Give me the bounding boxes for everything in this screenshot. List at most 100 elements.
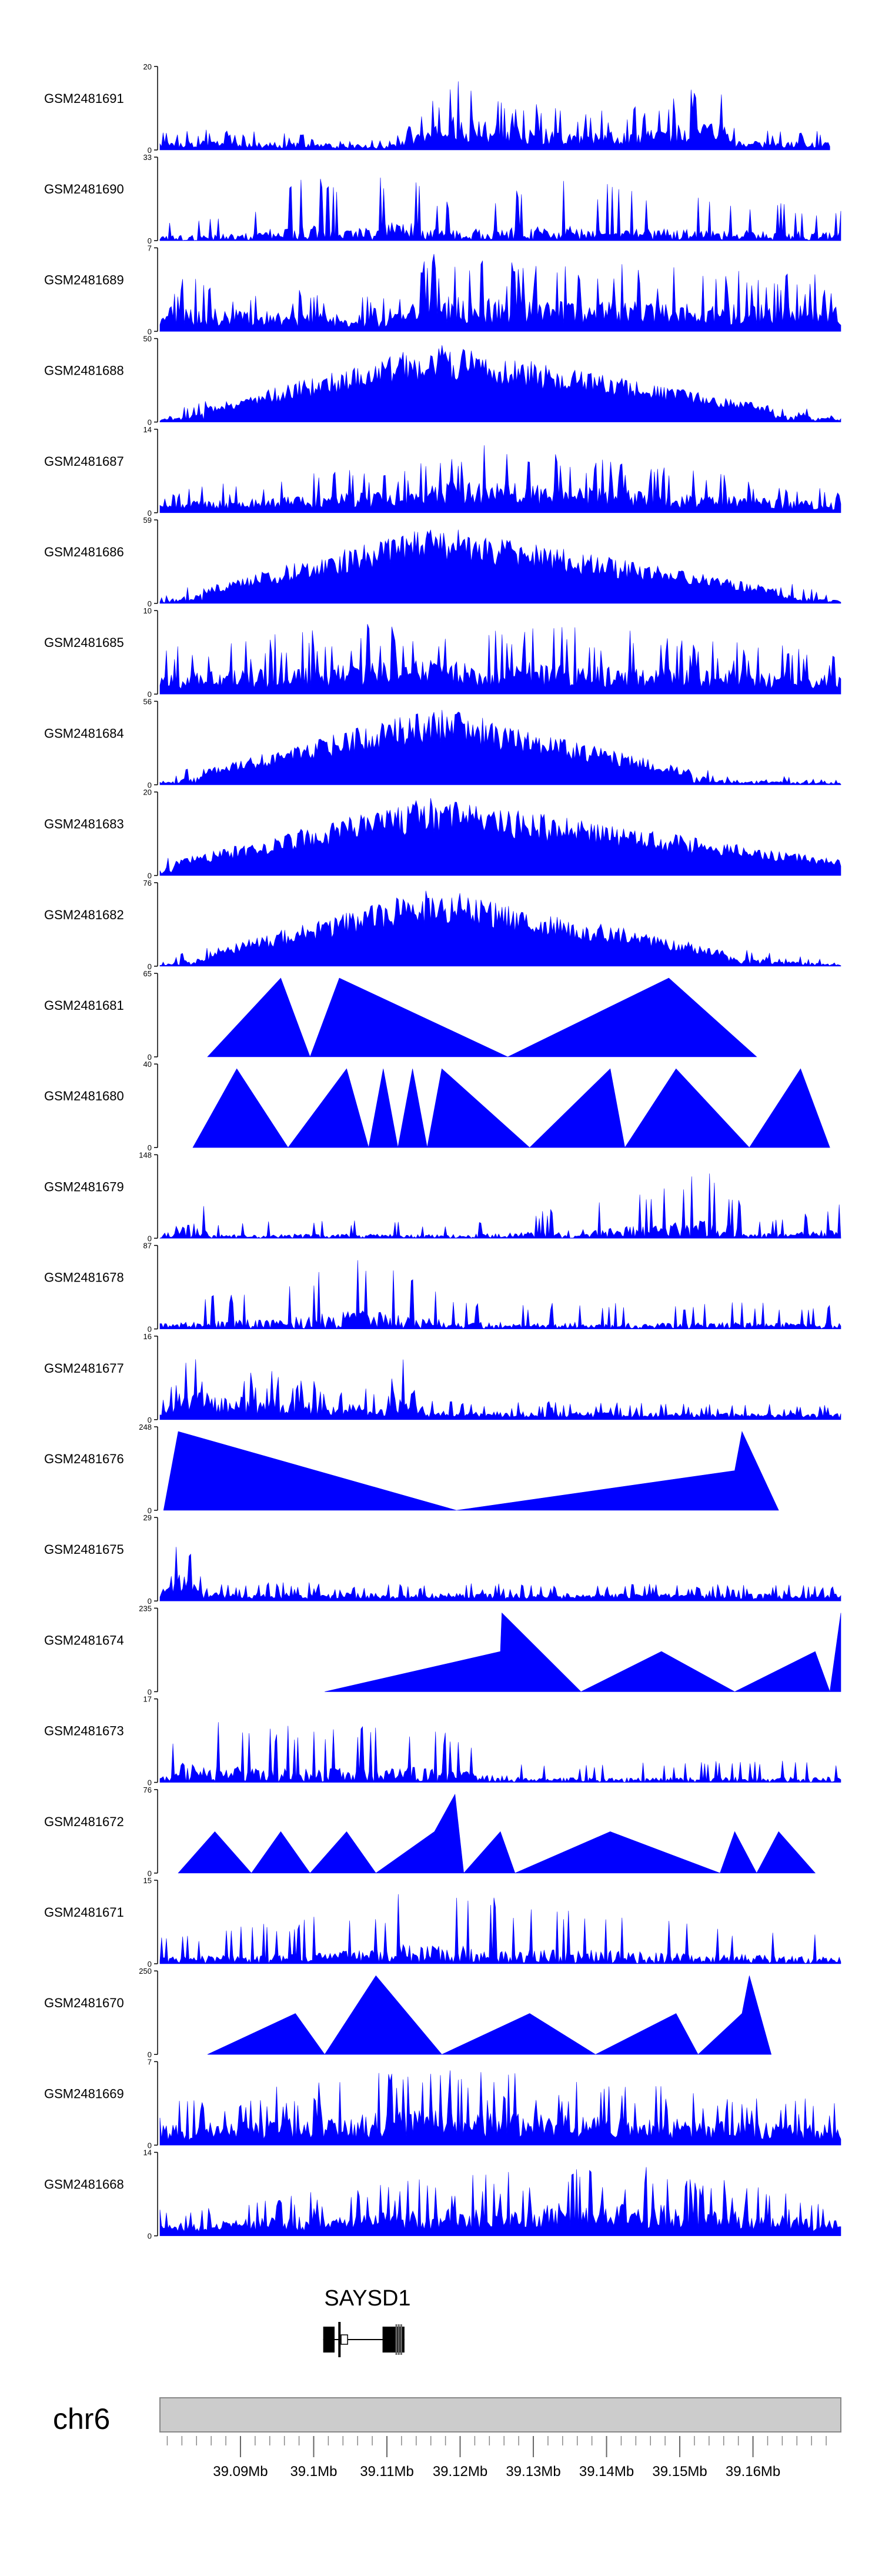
coverage-area-GSM2481687: [159, 445, 841, 513]
track-GSM2481687: GSM2481687 14 0: [44, 425, 841, 518]
y-tick-label-min: 0: [148, 1143, 152, 1152]
coverage-area-GSM2481689: [159, 253, 841, 332]
y-tick-label-min: 0: [148, 1325, 152, 1334]
y-tick-label-max: 59: [143, 516, 152, 525]
y-tick-label-min: 0: [148, 2050, 152, 2059]
coverage-area-GSM2481668: [159, 2167, 841, 2236]
track-GSM2481672: GSM2481672 76 0: [44, 1786, 816, 1878]
track-label: GSM2481686: [44, 545, 124, 559]
y-tick-label-min: 0: [148, 1778, 152, 1787]
y-tick-label-min: 0: [148, 236, 152, 245]
x-tick-label: 39.13Mb: [506, 2464, 560, 2480]
y-tick-label-min: 0: [148, 2141, 152, 2150]
y-tick-label-max: 20: [143, 788, 152, 797]
x-tick-label: 39.16Mb: [726, 2464, 780, 2480]
x-tick-label: 39.15Mb: [652, 2464, 707, 2480]
y-tick-label-min: 0: [148, 509, 152, 518]
track-GSM2481676: GSM2481676 248 0: [44, 1423, 779, 1515]
y-tick-label-min: 0: [148, 1960, 152, 1968]
track-label: GSM2481681: [44, 998, 124, 1013]
chromosome-label: chr6: [53, 2403, 110, 2435]
track-label: GSM2481669: [44, 2086, 124, 2101]
track-label: GSM2481670: [44, 1996, 124, 2010]
y-tick-label-min: 0: [148, 1053, 152, 1062]
y-tick-label-max: 76: [143, 879, 152, 887]
y-tick-label-min: 0: [148, 872, 152, 880]
y-tick-label-max: 50: [143, 335, 152, 343]
track-GSM2481669: GSM2481669 7 0: [44, 2057, 841, 2150]
gene-exon-1: [323, 2327, 335, 2353]
coverage-area-GSM2481674: [325, 1612, 841, 1692]
y-tick-label-max: 76: [143, 1786, 152, 1794]
y-tick-label-min: 0: [148, 599, 152, 608]
track-label: GSM2481687: [44, 454, 124, 469]
y-tick-label-min: 0: [148, 1416, 152, 1424]
track-GSM2481673: GSM2481673 17 0: [44, 1695, 841, 1787]
chromosome-axis: chr6 39.09Mb 39.1Mb 39.11Mb 39.12Mb 39.13Mb 3…: [53, 2397, 841, 2480]
y-tick-label-min: 0: [148, 1687, 152, 1696]
coverage-area-GSM2481679: [159, 1173, 841, 1239]
track-label: GSM2481672: [44, 1814, 124, 1829]
coverage-area-GSM2481681: [207, 977, 757, 1057]
x-tick-label: 39.12Mb: [433, 2464, 487, 2480]
track-GSM2481690: GSM2481690 33 0: [44, 153, 841, 245]
track-GSM2481686: GSM2481686 59 0: [44, 516, 841, 608]
track-GSM2481680: GSM2481680 40 0: [44, 1060, 830, 1152]
coverage-tracks: GSM2481691200GSM2481690330GSM248168970GS…: [44, 62, 841, 2241]
coverage-area-GSM2481678: [159, 1260, 841, 1330]
y-tick-label-max: 7: [148, 2057, 152, 2066]
y-tick-label-max: 16: [143, 1332, 152, 1341]
track-GSM2481671: GSM2481671 15 0: [44, 1876, 841, 1968]
x-tick-label: 39.1Mb: [290, 2464, 337, 2480]
y-tick-label-min: 0: [148, 146, 152, 155]
y-tick-label-min: 0: [148, 1506, 152, 1515]
y-tick-label-max: 10: [143, 606, 152, 615]
chromosome-bar: [159, 2397, 841, 2432]
y-tick-label-max: 33: [143, 153, 152, 162]
y-tick-label-min: 0: [148, 1597, 152, 1606]
y-tick-label-max: 17: [143, 1695, 152, 1704]
y-tick-label-max: 14: [143, 2148, 152, 2157]
track-label: GSM2481688: [44, 363, 124, 378]
track-label: GSM2481674: [44, 1633, 124, 1647]
y-tick-label-max: 15: [143, 1876, 152, 1885]
y-tick-label-min: 0: [148, 1234, 152, 1243]
track-label: GSM2481677: [44, 1361, 124, 1376]
x-tick-label: 39.11Mb: [360, 2464, 414, 2480]
y-tick-label-max: 56: [143, 697, 152, 706]
y-tick-label-min: 0: [148, 780, 152, 789]
y-tick-label-min: 0: [148, 327, 152, 336]
track-label: GSM2481676: [44, 1451, 124, 1466]
y-tick-label-max: 87: [143, 1242, 152, 1250]
coverage-area-GSM2481682: [159, 890, 841, 967]
gene-label: SAYSD1: [324, 2286, 410, 2311]
y-tick-label-max: 248: [139, 1423, 152, 1432]
track-label: GSM2481684: [44, 726, 124, 740]
y-tick-label-min: 0: [148, 418, 152, 427]
y-tick-label-max: 148: [139, 1150, 152, 1159]
coverage-area-GSM2481671: [159, 1894, 841, 1964]
gene-utr: [340, 2334, 348, 2345]
track-GSM2481683: GSM2481683 20 0: [44, 788, 841, 880]
coverage-area-GSM2481673: [159, 1722, 841, 1783]
track-label: GSM2481682: [44, 907, 124, 922]
coverage-area-GSM2481688: [159, 345, 841, 422]
coverage-area-GSM2481685: [159, 623, 841, 695]
y-tick-label-min: 0: [148, 2232, 152, 2241]
track-label: GSM2481671: [44, 1905, 124, 1920]
y-tick-label-max: 250: [139, 1967, 152, 1976]
y-tick-label-min: 0: [148, 690, 152, 699]
coverage-area-GSM2481676: [163, 1431, 779, 1511]
y-tick-label-max: 14: [143, 425, 152, 434]
track-GSM2481677: GSM2481677 16 0: [44, 1332, 841, 1424]
x-tick-label: 39.09Mb: [213, 2464, 268, 2480]
track-label: GSM2481673: [44, 1724, 124, 1739]
track-label: GSM2481678: [44, 1270, 124, 1285]
track-GSM2481670: GSM2481670 250 0: [44, 1967, 772, 2059]
track-label: GSM2481691: [44, 91, 124, 106]
y-tick-label-min: 0: [148, 1869, 152, 1878]
coverage-area-GSM2481691: [159, 81, 830, 151]
coverage-area-GSM2481669: [159, 2070, 841, 2145]
coverage-area-GSM2481683: [159, 798, 841, 876]
track-GSM2481675: GSM2481675 29 0: [44, 1513, 841, 1606]
